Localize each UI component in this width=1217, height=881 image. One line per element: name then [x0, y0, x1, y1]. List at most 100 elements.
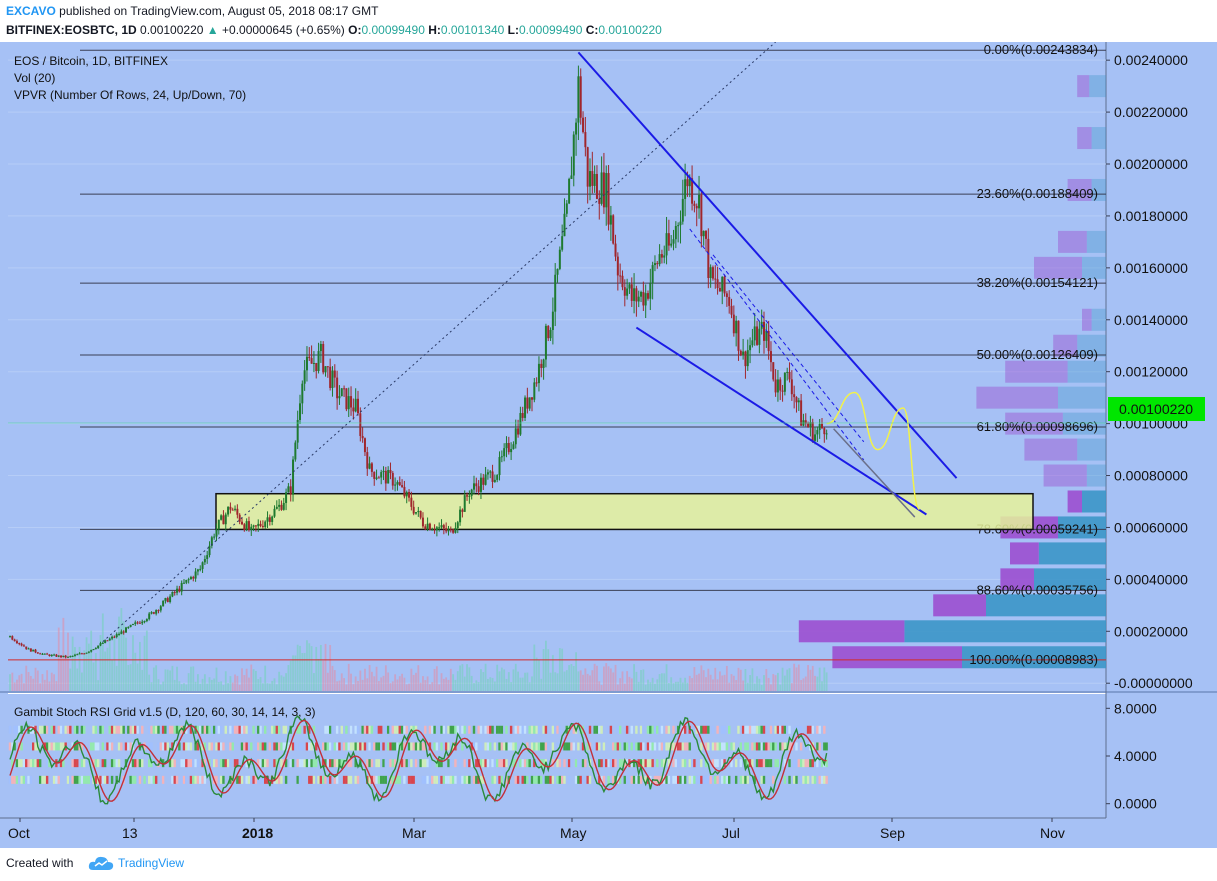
candle-body — [73, 654, 76, 656]
rsi-grid-cell — [774, 742, 777, 751]
rsi-grid-cell — [472, 775, 476, 784]
candle-body — [78, 653, 81, 655]
candle-body — [756, 326, 759, 345]
volume-bar — [489, 677, 492, 691]
vpvr-up-bar — [904, 620, 1106, 643]
volume-bar — [705, 677, 707, 691]
rsi-grid-cell — [236, 775, 239, 784]
candle-body — [143, 621, 146, 623]
rsi-grid-cell — [704, 725, 708, 734]
volume-bar — [192, 666, 195, 691]
volume-bar — [503, 669, 506, 691]
volume-bar — [763, 675, 765, 691]
rsi-grid-cell — [558, 759, 562, 768]
rsi-grid-cell — [813, 775, 817, 784]
volume-bar — [366, 678, 369, 691]
rsi-grid-cell — [389, 742, 392, 751]
rsi-grid-cell — [182, 759, 186, 768]
rsi-grid-cell — [535, 742, 538, 751]
rsi-grid-cell — [612, 775, 615, 784]
rsi-grid-cell — [672, 775, 675, 784]
rsi-grid-cell — [175, 775, 179, 784]
candle-body — [732, 314, 735, 334]
wedge-upper-line — [577, 51, 958, 479]
up-arrow-icon: ▲ — [206, 23, 219, 37]
volume-bar — [770, 684, 772, 691]
candle-body — [69, 656, 72, 658]
rsi-grid-cell — [491, 725, 494, 734]
candle-body — [479, 477, 482, 492]
rsi-grid-cell — [537, 775, 541, 784]
volume-bar — [389, 683, 392, 691]
candle-body — [152, 612, 155, 614]
volume-bar — [438, 684, 441, 691]
volume-bar — [266, 683, 269, 691]
tradingview-link[interactable]: TradingView — [118, 856, 185, 870]
candle-body — [268, 517, 271, 522]
created-with-label: Created with — [6, 856, 74, 870]
volume-bar — [482, 672, 485, 691]
volume-bar — [582, 674, 584, 691]
rsi-grid-cell — [783, 759, 787, 768]
rsi-grid-cell — [284, 775, 288, 784]
vpvr-up-bar — [1082, 256, 1106, 279]
candle-body — [245, 521, 248, 531]
rsi-grid-cell — [646, 742, 650, 751]
volume-bar — [417, 665, 420, 691]
candle-body — [405, 491, 408, 497]
rsi-grid-cell — [405, 759, 408, 768]
candle-body — [27, 648, 30, 650]
rsi-grid-cell — [407, 759, 411, 768]
candle-body — [730, 305, 733, 315]
rsi-grid-cell — [688, 775, 691, 784]
volume-bar — [695, 674, 698, 691]
rsi-grid-cell — [361, 742, 364, 751]
volume-bar — [301, 653, 304, 691]
candle-body — [807, 423, 810, 428]
volume-bar — [500, 667, 503, 691]
rsi-grid-cell — [816, 725, 819, 734]
rsi-grid-cell — [368, 742, 371, 751]
volume-bar — [252, 669, 255, 691]
rsi-grid-cell — [788, 742, 791, 751]
candle-body — [435, 527, 438, 531]
rsi-grid-cell — [366, 725, 369, 734]
rsi-grid-cell — [465, 759, 469, 768]
rsi-grid-cell — [335, 759, 339, 768]
volume-bar — [308, 643, 311, 691]
rsi-grid-cell — [739, 759, 742, 768]
candle-body — [131, 624, 134, 626]
rsi-grid-cell — [433, 775, 436, 784]
candle-body — [519, 413, 522, 435]
rsi-grid-cell — [175, 725, 179, 734]
volume-bar — [751, 668, 754, 691]
candle-body — [183, 582, 185, 584]
rsi-grid-cell — [646, 759, 650, 768]
rsi-grid-cell — [514, 742, 517, 751]
candle-body — [299, 403, 301, 420]
rsi-grid-cell — [635, 775, 638, 784]
volume-bar — [517, 671, 519, 691]
rsi-grid-cell — [665, 775, 668, 784]
rsi-grid-cell — [563, 742, 566, 751]
volume-bar — [661, 673, 663, 691]
rsi-grid-cell — [635, 725, 638, 734]
author-link[interactable]: EXCAVO — [6, 4, 56, 18]
rsi-grid-cell — [189, 725, 193, 734]
rsi-grid-cell — [27, 759, 30, 768]
rsi-grid-cell — [268, 742, 272, 751]
candle-body — [419, 510, 422, 518]
volume-bar — [113, 635, 116, 691]
candle-body — [486, 472, 489, 475]
rsi-grid-cell — [161, 759, 165, 768]
candle-body — [90, 649, 93, 652]
rsi-grid-cell — [328, 742, 332, 751]
rsi-grid-cell — [203, 775, 207, 784]
volume-bar — [531, 676, 533, 691]
tradingview-cloud-icon[interactable] — [88, 854, 114, 872]
rsi-grid-cell — [284, 725, 288, 734]
rsi-grid-cell — [108, 725, 111, 734]
rsi-grid-cell — [20, 759, 23, 768]
candle-body — [679, 221, 682, 226]
candle-body — [746, 350, 749, 367]
